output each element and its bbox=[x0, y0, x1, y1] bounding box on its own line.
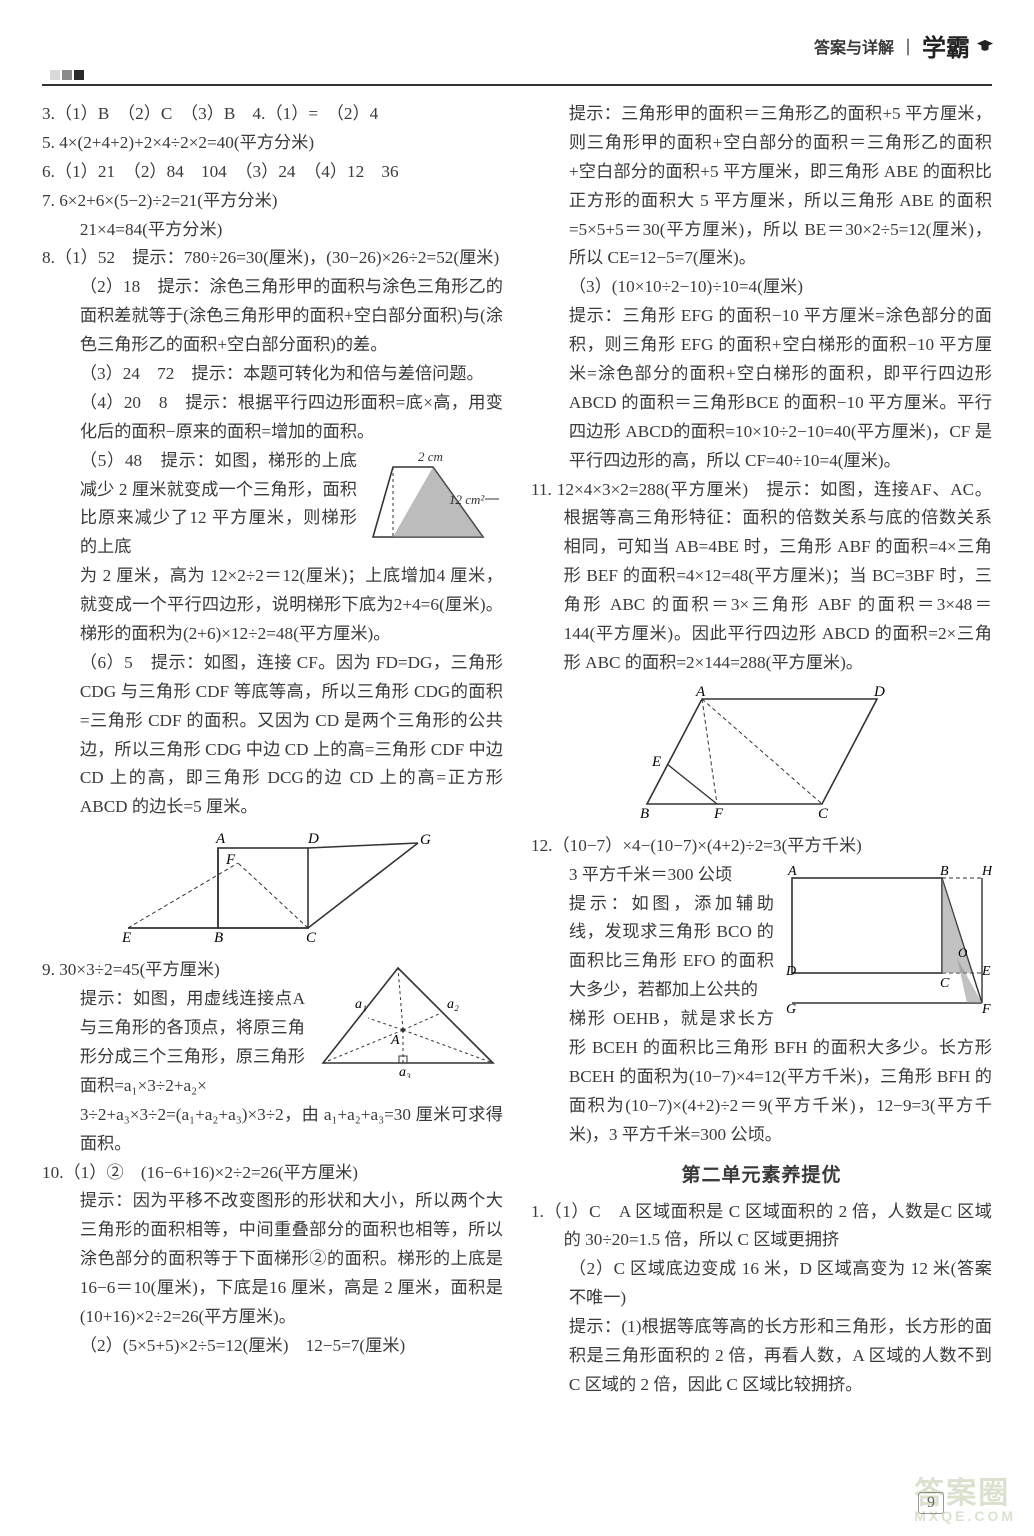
figure-rectangle-aux: A B H D C E G F O bbox=[782, 863, 992, 1013]
figure-triangle-split: A a₁ a₂ a₃ bbox=[313, 958, 503, 1078]
svg-text:B: B bbox=[640, 806, 649, 822]
figure-trapezoid: 2 cm 12 cm² bbox=[363, 449, 503, 549]
text-line: 21×4=84(平方分米) bbox=[42, 216, 503, 245]
header-separator: ｜ bbox=[900, 34, 916, 58]
text-line: 11. 12×4×3×2=288(平方厘米) 提示：如图，连接AF、AC。根据等… bbox=[531, 476, 992, 678]
svg-text:G: G bbox=[786, 1002, 796, 1013]
svg-text:E: E bbox=[121, 930, 131, 946]
svg-text:B: B bbox=[940, 864, 949, 879]
svg-text:E: E bbox=[981, 964, 991, 979]
svg-text:D: D bbox=[785, 964, 796, 979]
text-line: （2）(5×5+5)×2÷5=12(厘米) 12−5=7(厘米) bbox=[42, 1332, 503, 1361]
page-header: 答案与详解 ｜ 学霸 bbox=[814, 28, 994, 63]
text-line: （6）5 提示：如图，连接 CF。因为 FD=DG，三角形 CDG 与三角形 C… bbox=[42, 649, 503, 822]
text-line: （2）18 提示：涂色三角形甲的面积与涂色三角形乙的面积差就等于(涂色三角形甲的… bbox=[42, 273, 503, 360]
left-column: 3.（1）B （2）C （3）B 4.（1）= （2）45. 4×(2+4+2)… bbox=[42, 100, 503, 1496]
svg-text:D: D bbox=[873, 684, 885, 700]
svg-text:A: A bbox=[215, 831, 226, 847]
svg-text:F: F bbox=[981, 1002, 991, 1013]
header-squares-icon bbox=[50, 70, 84, 80]
content-columns: 3.（1）B （2）C （3）B 4.（1）= （2）45. 4×(2+4+2)… bbox=[42, 100, 992, 1496]
right-column: 提示：三角形甲的面积＝三角形乙的面积+5 平方厘米，则三角形甲的面积+空白部分的… bbox=[531, 100, 992, 1496]
text-line: （3）24 72 提示：本题可转化为和倍与差倍问题。 bbox=[42, 360, 503, 389]
svg-text:H: H bbox=[981, 864, 992, 879]
section-heading: 第二单元素养提优 bbox=[531, 1160, 992, 1192]
text-line: 7. 6×2+6×(5−2)÷2=21(平方分米) bbox=[42, 187, 503, 216]
svg-text:G: G bbox=[420, 832, 431, 848]
svg-text:C: C bbox=[306, 930, 317, 946]
text-line: （2）C 区域底边变成 16 米，D 区域高变为 12 米(答案不唯一) bbox=[531, 1255, 992, 1313]
text-line: 5. 4×(2+4+2)+2×4÷2×2=40(平方分米) bbox=[42, 129, 503, 158]
text-line: 提示：三角形 EFG 的面积−10 平方厘米=涂色部分的面积，则三角形 EFG … bbox=[531, 302, 992, 475]
svg-text:C: C bbox=[818, 806, 829, 822]
figure-parallelogram-abcd: A D B F C E bbox=[632, 684, 892, 824]
text-line: 10.（1）② (16−6+16)×2÷2=26(平方厘米) bbox=[42, 1159, 503, 1188]
text-line: 3.（1）B （2）C （3）B 4.（1）= （2）4 bbox=[42, 100, 503, 129]
svg-text:O: O bbox=[958, 945, 968, 960]
svg-text:A: A bbox=[695, 684, 706, 700]
svg-text:A: A bbox=[390, 1033, 400, 1048]
text-line: 1.（1）C A 区域面积是 C 区域面积的 2 倍，人数是C 区域的 30÷2… bbox=[531, 1198, 992, 1256]
svg-text:C: C bbox=[940, 976, 950, 991]
text-line: 提示：三角形甲的面积＝三角形乙的面积+5 平方厘米，则三角形甲的面积+空白部分的… bbox=[531, 100, 992, 273]
header-brand: 学霸 bbox=[922, 28, 970, 63]
graduation-cap-icon bbox=[976, 39, 994, 53]
text-line: 3÷2+a₃×3÷2=(a₁+a₂+a₃)×3÷2，由 a₁+a₂+a₃=30 … bbox=[42, 1101, 503, 1159]
watermark: 答案圈 MXQE.COM bbox=[914, 1468, 1016, 1524]
header-answers-label: 答案与详解 bbox=[814, 34, 894, 58]
svg-text:12 cm²: 12 cm² bbox=[449, 492, 485, 507]
text-line: 12.（10−7）×4−(10−7)×(4+2)÷2=3(平方千米) bbox=[531, 832, 992, 861]
svg-text:D: D bbox=[307, 831, 319, 847]
header-rule bbox=[42, 84, 992, 86]
watermark-line1: 答案圈 bbox=[914, 1477, 1010, 1510]
figure-quad-efcg: A D E B C F G bbox=[108, 828, 438, 948]
text-line: 梯形 OEHB，就是求长方形 BCEH 的面积比三角形 BFH 的面积大多少。长… bbox=[531, 1005, 992, 1149]
svg-text:B: B bbox=[214, 930, 223, 946]
svg-text:a₁: a₁ bbox=[355, 997, 367, 1012]
svg-text:E: E bbox=[651, 754, 661, 770]
text-line: 提示：(1)根据等底等高的长方形和三角形，长方形的面积是三角形面积的 2 倍，再… bbox=[531, 1313, 992, 1400]
svg-text:A: A bbox=[787, 864, 797, 879]
text-line: （4）20 8 提示：根据平行四边形面积=底×高，用变化后的面积−原来的面积=增… bbox=[42, 389, 503, 447]
svg-text:F: F bbox=[713, 806, 724, 822]
text-line: 提示：因为平移不改变图形的形状和大小，所以两个大三角形的面积相等，中间重叠部分的… bbox=[42, 1187, 503, 1331]
watermark-line2: MXQE.COM bbox=[914, 1508, 1016, 1524]
text-line: 6.（1）21 （2）84 104 （3）24 （4）12 36 bbox=[42, 158, 503, 187]
svg-text:a₃: a₃ bbox=[399, 1065, 411, 1078]
text-line: 为 2 厘米，高为 12×2÷2＝12(厘米)；上底增加4 厘米，就变成一个平行… bbox=[42, 562, 503, 649]
text-line: （3）(10×10÷2−10)÷10=4(厘米) bbox=[531, 273, 992, 302]
svg-text:F: F bbox=[225, 852, 236, 868]
svg-text:a₂: a₂ bbox=[447, 997, 459, 1012]
text-line: 8.（1）52 提示：780÷26=30(厘米)，(30−26)×26÷2=52… bbox=[42, 244, 503, 273]
svg-text:2 cm: 2 cm bbox=[418, 449, 443, 464]
